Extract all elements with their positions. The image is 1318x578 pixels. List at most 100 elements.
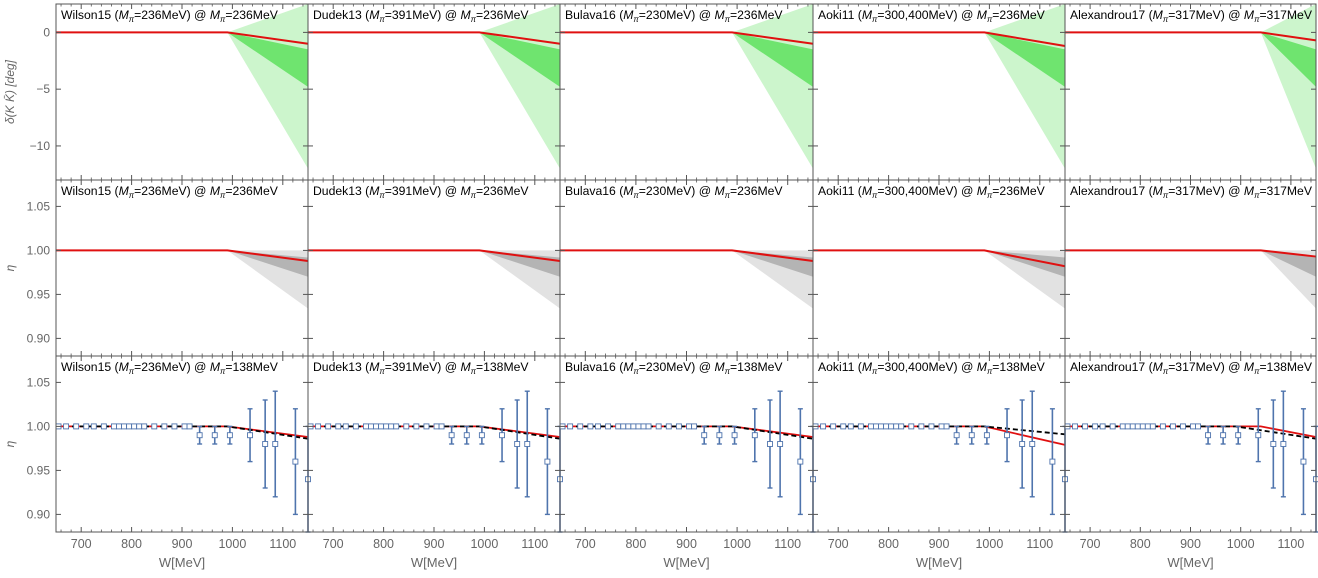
data-point xyxy=(116,423,122,430)
data-point xyxy=(111,423,117,430)
data-point xyxy=(514,441,521,447)
data-point xyxy=(544,458,551,465)
y-tick-label: 1.00 xyxy=(27,243,51,257)
data-point xyxy=(423,423,430,430)
data-point xyxy=(595,423,601,430)
data-point xyxy=(830,423,837,430)
x-tick-label: 900 xyxy=(676,537,697,551)
data-point xyxy=(226,432,233,439)
data-point xyxy=(342,423,349,430)
x-tick-label: 900 xyxy=(172,537,193,551)
outer-band xyxy=(813,4,1065,169)
data-point xyxy=(383,423,390,430)
data-point xyxy=(686,423,692,430)
data-point xyxy=(577,423,584,430)
y-tick-label: 1.05 xyxy=(27,375,51,389)
data-point xyxy=(1019,441,1026,447)
data-point xyxy=(716,432,723,439)
y-tick-label: 0.95 xyxy=(27,463,51,477)
data-point xyxy=(262,441,269,447)
data-point xyxy=(873,423,879,430)
central-curve xyxy=(1065,249,1317,258)
data-point xyxy=(691,423,698,430)
x-tick-label: 700 xyxy=(1080,537,1101,551)
data-point xyxy=(363,423,369,430)
x-tick-label: 1000 xyxy=(470,537,498,551)
data-point xyxy=(1082,423,1089,430)
data-point xyxy=(645,423,652,430)
data-point xyxy=(1280,441,1287,447)
data-point xyxy=(1300,458,1307,465)
outer-band xyxy=(308,4,560,169)
x-tick-label: 1100 xyxy=(269,537,296,551)
data-point xyxy=(1029,441,1036,447)
data-point xyxy=(605,423,612,430)
panel-frame xyxy=(812,355,1066,533)
data-point xyxy=(121,423,127,430)
data-point xyxy=(161,423,168,430)
data-point xyxy=(675,423,682,430)
data-point xyxy=(433,423,440,430)
data-point xyxy=(1195,423,1201,430)
x-tick-label: 1100 xyxy=(774,537,801,551)
central-curve xyxy=(1065,31,1317,42)
data-point xyxy=(90,423,97,430)
data-point xyxy=(968,432,975,439)
data-point xyxy=(499,432,505,439)
data-point xyxy=(438,423,445,430)
data-point xyxy=(868,423,874,430)
data-point xyxy=(635,423,642,430)
panel-title: Aoki11 (Mπ=300,400MeV) @ Mπ=236MeV xyxy=(818,8,1046,24)
x-axis-label: W[MeV] xyxy=(916,555,962,570)
panel-title: Alexandrou17 (Mπ=317MeV) @ Mπ=317MeV xyxy=(1070,184,1313,200)
data-point xyxy=(292,458,299,465)
y-tick-label: 0 xyxy=(43,25,50,39)
data-point xyxy=(1049,458,1056,465)
data-point xyxy=(272,441,279,447)
data-point xyxy=(857,423,864,430)
data-point xyxy=(368,423,374,430)
panel-frame xyxy=(1064,355,1317,533)
data-point xyxy=(767,441,773,447)
data-point xyxy=(171,423,178,430)
data-point xyxy=(393,423,400,430)
data-point xyxy=(325,423,332,430)
data-point xyxy=(378,423,385,430)
data-point xyxy=(196,432,203,439)
data-point xyxy=(335,423,342,430)
data-point xyxy=(126,423,133,430)
central-curve xyxy=(308,31,561,45)
data-point xyxy=(315,423,322,430)
x-axis-label: W[MeV] xyxy=(411,555,457,570)
data-point xyxy=(1092,423,1099,430)
data-point xyxy=(883,423,890,430)
data-point xyxy=(1139,423,1146,430)
x-tick-label: 900 xyxy=(929,537,950,551)
x-tick-label: 900 xyxy=(1180,537,1201,551)
data-point xyxy=(898,423,905,430)
data-point xyxy=(413,423,420,430)
x-tick-label: 1000 xyxy=(1227,537,1255,551)
data-point xyxy=(151,423,158,430)
x-tick-label: 1000 xyxy=(975,537,1003,551)
data-point xyxy=(1169,423,1176,430)
data-point xyxy=(938,423,945,430)
data-point xyxy=(141,423,148,430)
data-point xyxy=(373,423,379,430)
x-tick-label: 700 xyxy=(71,537,92,551)
panel-title: Wilson15 (Mπ=236MeV) @ Mπ=236MeV xyxy=(61,184,279,200)
panel-title: Dudek13 (Mπ=391MeV) @ Mπ=138MeV xyxy=(313,360,529,376)
data-point xyxy=(1119,423,1126,430)
data-point xyxy=(620,423,627,430)
data-point xyxy=(567,423,574,430)
central-curve xyxy=(813,249,1066,268)
central-curve xyxy=(56,31,309,45)
data-point xyxy=(478,432,485,439)
x-axis-label: W[MeV] xyxy=(663,555,709,570)
y-axis-label: δ(K K̄) [deg] xyxy=(3,59,17,124)
data-point xyxy=(640,423,647,430)
data-point xyxy=(820,423,827,430)
data-point xyxy=(928,423,935,430)
data-point xyxy=(625,423,632,430)
data-point xyxy=(403,423,410,430)
